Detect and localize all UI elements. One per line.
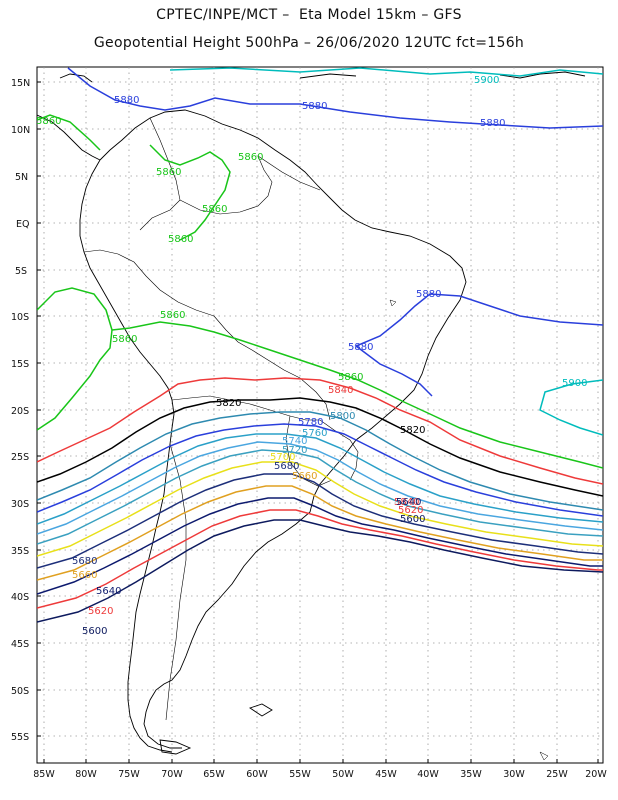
contour-label-5840: 5840 xyxy=(328,385,353,396)
contour-label-5860: 5860 xyxy=(338,372,363,383)
lon-tick-label: 80W xyxy=(75,769,97,780)
tick-marks xyxy=(37,81,599,763)
chart-title: CPTEC/INPE/MCT – Eta Model 15km – GFS xyxy=(156,7,462,23)
contour-label-5820: 5820 xyxy=(216,398,241,409)
contour-5860-north xyxy=(37,114,231,241)
lon-tick-label: 40W xyxy=(417,769,439,780)
contour-label-5880: 5880 xyxy=(348,342,373,353)
contour-label-5860: 5860 xyxy=(112,334,137,345)
contour-label-5680: 5680 xyxy=(72,556,97,567)
lat-tick-label: 10S xyxy=(11,312,29,323)
contour-5740 xyxy=(37,441,603,535)
lat-tick-label: 15S xyxy=(11,359,29,370)
map-frame xyxy=(36,66,604,764)
contour-5600 xyxy=(37,519,603,623)
contour-label-5700: 5700 xyxy=(270,452,295,463)
contour-label-5800: 5800 xyxy=(330,411,355,422)
contour-5800 xyxy=(37,411,603,511)
contour-5700 xyxy=(37,461,603,557)
contour-5760 xyxy=(37,433,603,525)
contour-label-5840: 5840 xyxy=(394,497,419,508)
lat-tick-labels: 15N 10N 5N EQ 5S 10S 15S 20S 25S 30S 35S… xyxy=(11,78,30,743)
contour-label-5880: 5880 xyxy=(480,118,505,129)
contour-label-5600: 5600 xyxy=(82,626,107,637)
lon-tick-label: 25W xyxy=(546,769,568,780)
contour-label-5680: 5680 xyxy=(274,461,299,472)
contour-5640 xyxy=(37,497,603,595)
lat-tick-label: 10N xyxy=(11,125,30,136)
lat-tick-label: 35S xyxy=(11,546,29,557)
contour-5620 xyxy=(37,509,603,609)
height-contours xyxy=(37,67,603,623)
lat-tick-label: 55S xyxy=(11,732,29,743)
contour-5900 xyxy=(169,67,603,77)
lon-tick-label: 45W xyxy=(375,769,397,780)
lon-tick-label: 20W xyxy=(585,769,607,780)
contour-5860-west xyxy=(37,287,113,431)
lon-tick-label: 55W xyxy=(289,769,311,780)
contour-label-5860: 5860 xyxy=(160,310,185,321)
contour-5880-north xyxy=(67,67,603,129)
contour-label-5900: 5900 xyxy=(474,75,499,86)
contour-label-5900: 5900 xyxy=(562,378,587,389)
contour-5860-mid xyxy=(111,321,603,469)
contour-5900-east xyxy=(539,379,603,436)
contour-label-5880: 5880 xyxy=(416,289,441,300)
lat-tick-label: 40S xyxy=(11,592,29,603)
contour-5660 xyxy=(37,485,603,581)
islands xyxy=(389,299,549,761)
contour-5880-south xyxy=(354,293,603,397)
lat-tick-label: 30S xyxy=(11,499,29,510)
chart-subtitle: Geopotential Height 500hPa – 26/06/2020 … xyxy=(93,35,525,51)
lat-tick-label: 5S xyxy=(15,266,27,277)
lat-tick-label: 45S xyxy=(11,639,29,650)
contour-label-5740: 5740 xyxy=(282,436,307,447)
contour-label-5780: 5780 xyxy=(298,417,323,428)
contour-labels: 5900 5900 5880 5880 5880 5880 5880 5860 … xyxy=(36,75,587,637)
contour-5720 xyxy=(37,449,603,545)
contour-label-5880: 5880 xyxy=(302,101,327,112)
lon-tick-labels: 85W 80W 75W 70W 65W 60W 55W 50W 45W 40W … xyxy=(33,769,607,780)
contour-label-5620: 5620 xyxy=(88,606,113,617)
contour-5840 xyxy=(37,377,603,485)
contour-label-5640: 5640 xyxy=(396,497,421,508)
lat-tick-label: 5N xyxy=(15,172,28,183)
contour-label-5860: 5860 xyxy=(156,167,181,178)
contour-label-5860: 5860 xyxy=(202,204,227,215)
lat-tick-label: 50S xyxy=(11,686,29,697)
lon-tick-label: 50W xyxy=(332,769,354,780)
lat-tick-label: 15N xyxy=(11,78,30,89)
lat-tick-label: 20S xyxy=(11,406,29,417)
lon-tick-label: 30W xyxy=(503,769,525,780)
contour-label-5860: 5860 xyxy=(168,234,193,245)
contour-label-5880: 5880 xyxy=(114,95,139,106)
contour-5780 xyxy=(37,423,603,517)
lon-tick-label: 60W xyxy=(246,769,268,780)
contour-label-5620: 5620 xyxy=(398,505,423,516)
contour-5820 xyxy=(37,397,603,497)
contour-5680 xyxy=(37,473,603,569)
contour-label-5860: 5860 xyxy=(36,116,61,127)
lon-tick-label: 35W xyxy=(460,769,482,780)
contour-label-5660: 5660 xyxy=(292,471,317,482)
lon-tick-label: 85W xyxy=(33,769,55,780)
lon-tick-label: 75W xyxy=(118,769,140,780)
lon-tick-label: 70W xyxy=(161,769,183,780)
contour-label-5660: 5660 xyxy=(72,570,97,581)
contour-label-5860: 5860 xyxy=(238,152,263,163)
contour-label-5760: 5760 xyxy=(302,428,327,439)
contour-label-5720: 5720 xyxy=(282,445,307,456)
country-borders xyxy=(83,117,359,721)
contour-label-5820: 5820 xyxy=(400,425,425,436)
contour-label-5600: 5600 xyxy=(400,514,425,525)
lon-tick-label: 65W xyxy=(203,769,225,780)
contour-label-5640: 5640 xyxy=(96,586,121,597)
lat-tick-label: 25S xyxy=(11,452,29,463)
lat-tick-label: EQ xyxy=(16,219,29,230)
